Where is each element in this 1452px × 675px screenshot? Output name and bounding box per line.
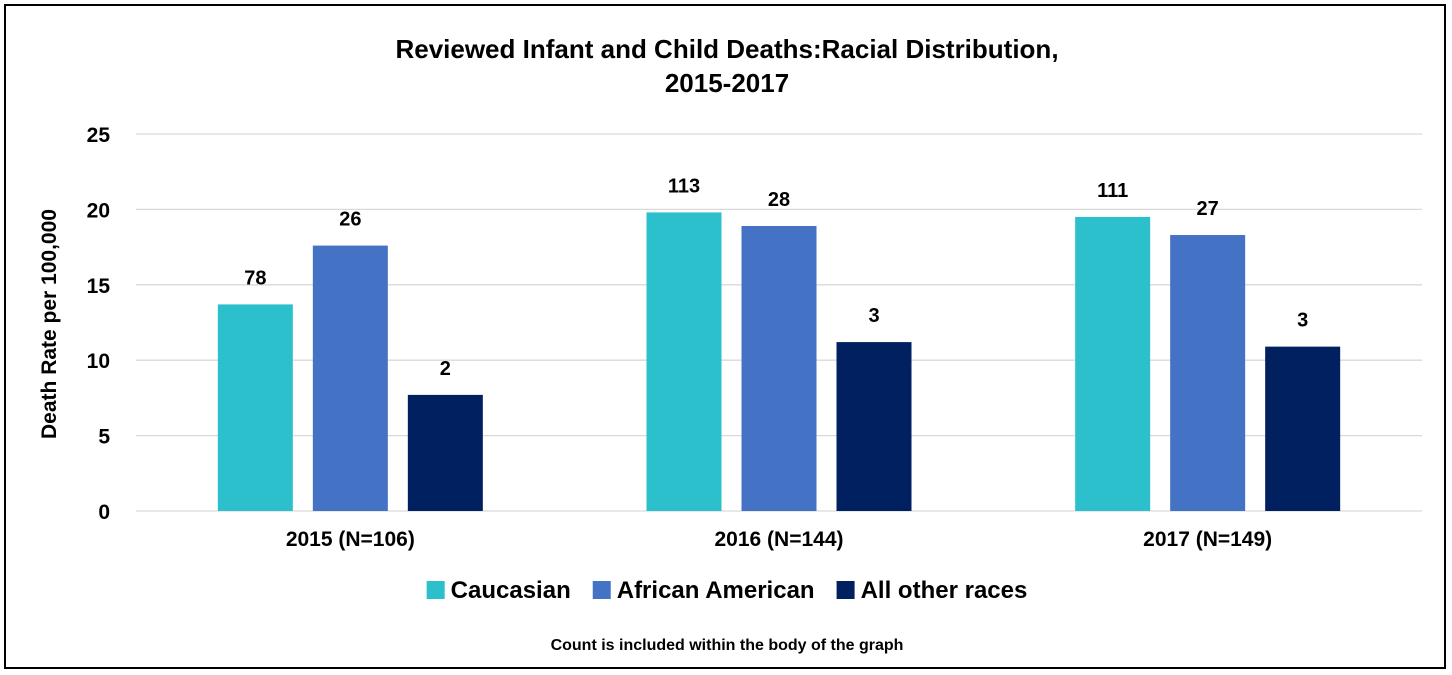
x-category-label: 2016 (N=144) — [714, 528, 843, 551]
y-tick-label: 0 — [98, 501, 110, 524]
bar-caucasian — [1075, 216, 1151, 511]
chart-title-line-2: 2015-2017 — [665, 68, 789, 98]
legend-swatch — [836, 581, 855, 599]
y-tick-label: 20 — [87, 199, 110, 222]
legend-swatch — [592, 581, 611, 599]
legend-label: Caucasian — [451, 577, 571, 604]
data-label: 78 — [244, 267, 266, 289]
data-label: 2 — [440, 358, 451, 380]
bar-african-american — [741, 225, 817, 511]
data-label: 27 — [1197, 198, 1219, 220]
chart-note: Count is included within the body of the… — [551, 637, 904, 654]
legend-label: African American — [617, 577, 815, 604]
y-tick-label: 25 — [87, 124, 111, 147]
data-label: 111 — [1097, 180, 1128, 202]
chart-svg: Reviewed Infant and Child Deaths:Racial … — [38, 34, 1422, 654]
bar-all-other-races — [1265, 346, 1341, 511]
x-category-label: 2017 (N=149) — [1143, 528, 1272, 551]
chart-frame: Reviewed Infant and Child Deaths:Racial … — [4, 4, 1446, 669]
chart-title-line-1: Reviewed Infant and Child Deaths:Racial … — [395, 34, 1058, 64]
x-axis-categories: 2015 (N=106) 2016 (N=144) 2017 (N=149) — [286, 528, 1272, 551]
y-tick-label: 5 — [98, 426, 110, 449]
bar-african-american — [1170, 235, 1246, 511]
legend-label: All other races — [861, 577, 1028, 604]
data-label: 3 — [868, 305, 879, 327]
y-axis-ticks: 0 5 10 15 20 25 — [87, 124, 111, 524]
data-label: 28 — [768, 189, 790, 211]
bar-all-other-races — [407, 394, 483, 511]
bars — [217, 212, 1341, 512]
data-labels: 78 26 2 113 28 3 111 27 3 — [244, 175, 1308, 379]
bar-all-other-races — [836, 342, 912, 511]
bar-caucasian — [646, 212, 722, 511]
legend: Caucasian African American All other races — [426, 577, 1028, 604]
y-tick-label: 10 — [87, 350, 110, 373]
legend-swatch — [426, 581, 445, 599]
bar-african-american — [312, 245, 388, 512]
y-axis-label: Death Rate per 100,000 — [38, 209, 61, 439]
data-label: 3 — [1297, 310, 1308, 332]
data-label: 26 — [339, 209, 361, 231]
y-tick-label: 15 — [87, 275, 111, 298]
data-label: 113 — [668, 175, 700, 197]
bar-caucasian — [217, 304, 293, 511]
x-category-label: 2015 (N=106) — [286, 528, 415, 551]
